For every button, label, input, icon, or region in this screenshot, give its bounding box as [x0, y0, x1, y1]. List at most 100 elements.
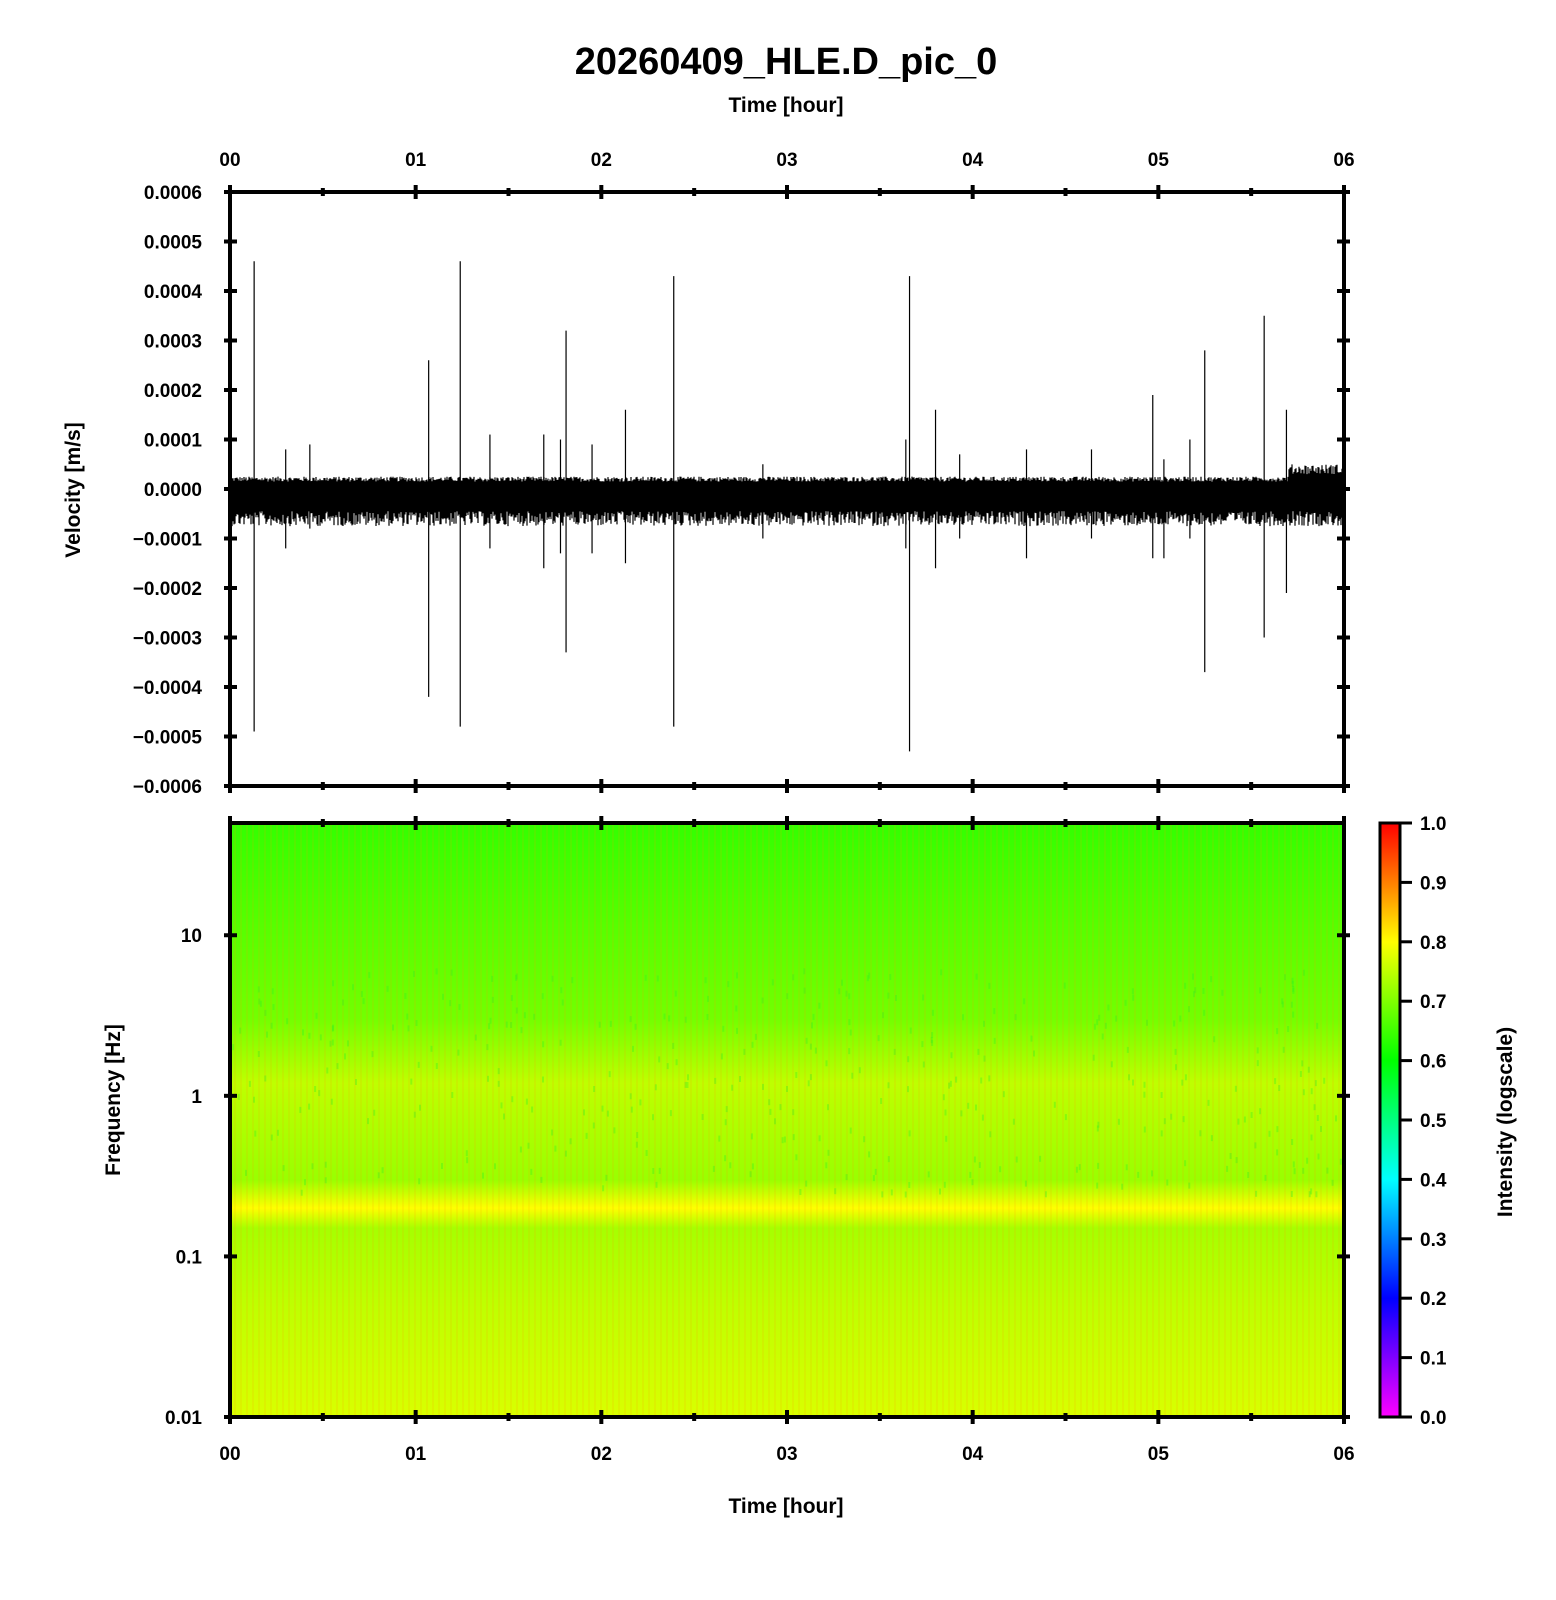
spectrogram-speckle: [329, 1040, 332, 1047]
spectrogram-speckle: [1143, 1091, 1146, 1098]
spectrogram-speckle: [1259, 987, 1262, 994]
spectrogram-speckle: [449, 1000, 452, 1007]
spectrogram-speckle: [882, 1012, 884, 1019]
waveform-x-tick-label: 06: [1333, 150, 1354, 171]
waveform-ticks: [224, 185, 1350, 793]
spectrogram-speckle: [818, 1135, 821, 1142]
spectrogram-speckle: [505, 1021, 508, 1028]
spectrogram-speckle: [973, 1156, 976, 1163]
spectrogram-speckle: [1024, 1180, 1027, 1187]
spectrogram-speckle: [264, 1009, 267, 1016]
spectrogram-speckle: [809, 1074, 812, 1081]
spectrogram-speckle: [962, 1014, 964, 1021]
waveform-x-tick-label: 02: [591, 150, 612, 171]
spectrogram-speckle: [960, 1110, 963, 1117]
spectrogram-speckle: [332, 980, 334, 987]
spectrogram-speckle: [1291, 980, 1294, 987]
spectrogram-speckle: [1132, 994, 1135, 1001]
spectrogram-speckle: [1256, 1047, 1259, 1054]
spectrogram-speckle: [978, 1162, 981, 1168]
spectrogram-speckle: [458, 1004, 461, 1010]
spectrogram-speckle: [1179, 1015, 1182, 1022]
spectrogram-speckle: [849, 1029, 852, 1036]
waveform-y-tick-label: −0.0004: [133, 678, 203, 699]
spectrogram-speckle: [276, 1129, 279, 1136]
spectrogram-speckle: [407, 1025, 410, 1032]
spectrogram-speckle: [632, 1045, 634, 1052]
spectrogram-speckle: [1268, 1130, 1271, 1137]
spectrogram-speckle: [406, 1013, 409, 1020]
spectrogram-speckle: [629, 1093, 632, 1100]
spectrogram-x-tick-label: 04: [962, 1444, 984, 1465]
spectrogram-speckle: [362, 998, 365, 1005]
spectrogram-speckle: [1237, 1118, 1240, 1125]
spectrogram-speckle: [887, 1156, 890, 1163]
spectrogram-speckle: [940, 969, 943, 976]
spectrogram-speckle: [259, 1000, 262, 1007]
spectrogram-speckle: [435, 1063, 438, 1069]
colorbar-tick-label: 0.2: [1420, 1289, 1446, 1310]
spectrogram-speckle: [809, 1043, 812, 1050]
spectrogram-speckle: [360, 991, 363, 998]
spectrogram-speckle: [825, 1162, 828, 1169]
spectrogram-speckle: [630, 1106, 633, 1113]
spectrogram-speckle: [786, 1086, 788, 1092]
spectrogram-speckle: [1323, 1077, 1326, 1084]
spectrogram-speckle: [1264, 1174, 1267, 1181]
spectrogram-speckle: [435, 968, 438, 975]
spectrogram-speckle: [1292, 987, 1295, 994]
spectrogram-speckle: [503, 1113, 505, 1120]
spectrogram-speckle: [799, 1189, 802, 1195]
spectrogram-speckle: [805, 1180, 808, 1187]
spectrogram-speckle: [1310, 1188, 1313, 1195]
spectrogram-speckle: [907, 1056, 910, 1063]
spectrogram-speckle: [598, 1021, 601, 1028]
waveform-y-tick-label: −0.0002: [133, 579, 202, 600]
spectrogram-speckle: [1096, 1125, 1099, 1132]
spectrogram-speckle: [608, 1071, 611, 1078]
spectrogram-speckle: [377, 1172, 380, 1179]
spectrogram-x-axis-label: Time [hour]: [728, 1495, 843, 1518]
spectrogram-speckle: [1166, 1179, 1169, 1186]
waveform-y-tick-label: 0.0003: [144, 332, 202, 353]
spectrogram-speckle: [1316, 1022, 1319, 1029]
spectrogram-speckle: [684, 1081, 687, 1088]
spectrogram-speckle: [795, 1154, 798, 1161]
spectrogram-speckle: [993, 1037, 996, 1044]
spectrogram-speckle: [1131, 988, 1134, 995]
spectrogram-speckle: [1254, 1142, 1257, 1149]
spectrogram-speckle: [486, 1044, 489, 1051]
spectrogram-speckle: [1291, 1139, 1294, 1145]
spectrogram-speckle: [541, 993, 544, 1000]
spectrogram-speckle: [1194, 987, 1197, 994]
colorbar-tick-label: 0.5: [1420, 1111, 1447, 1132]
spectrogram-speckle: [729, 1162, 732, 1169]
spectrogram-speckle: [654, 1084, 657, 1091]
spectrogram-panel: 00 01 02 03 04 05 06 0.01 0.1 1 10 Time [hour] Fr…: [102, 816, 1355, 1518]
spectrogram-speckle: [983, 1020, 985, 1027]
colorbar-tick-label: 0.0: [1420, 1408, 1446, 1429]
spectrogram-speckle: [977, 1048, 980, 1055]
spectrogram-speckle: [1146, 1019, 1148, 1026]
spectrogram-x-tick-label: 01: [405, 1444, 427, 1465]
spectrogram-speckle: [311, 1163, 314, 1170]
spectrogram-speckle: [948, 1082, 951, 1089]
spectrogram-speckle: [569, 1138, 572, 1145]
spectrogram-speckle: [1115, 1015, 1118, 1022]
spectrogram-speckle: [413, 971, 415, 977]
spectrogram-speckle: [989, 1131, 992, 1138]
spectrogram-speckle: [943, 1181, 946, 1188]
spectrogram-speckle: [1302, 969, 1305, 976]
spectrogram-speckle: [658, 1056, 661, 1063]
spectrogram-speckle: [392, 1024, 394, 1031]
spectrogram-speckle: [1014, 1014, 1017, 1021]
spectrogram-speckle: [286, 1018, 289, 1025]
spectrogram-speckle: [993, 1008, 996, 1015]
spectrogram-speckle: [1290, 1191, 1293, 1197]
spectrogram-speckle: [727, 981, 730, 988]
spectrogram-speckle: [494, 1163, 496, 1170]
spectrogram-speckle: [1339, 1158, 1342, 1165]
spectrogram-speckle: [967, 1102, 970, 1109]
spectrogram-speckle: [1199, 1130, 1202, 1137]
spectrogram-speckle: [858, 1067, 861, 1074]
